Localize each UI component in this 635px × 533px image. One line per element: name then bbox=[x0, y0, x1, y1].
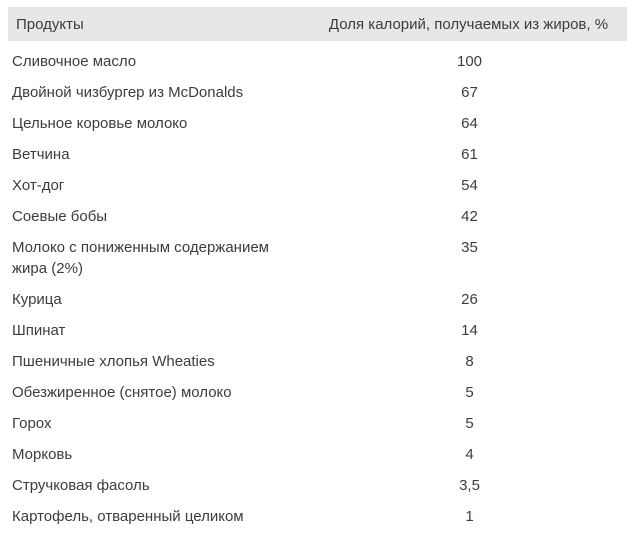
product-name-cell: Стручковая фасоль bbox=[12, 477, 150, 494]
table-row: Ветчина 61 bbox=[8, 139, 627, 170]
fat-share-value-cell: 1 bbox=[465, 508, 474, 525]
product-name-cell: Соевые бобы bbox=[12, 208, 108, 225]
table-row: Двойной чизбургер из McDonalds 67 bbox=[8, 77, 627, 108]
table-row: Шпинат 14 bbox=[8, 315, 627, 346]
table-row: Соевые бобы 42 bbox=[8, 201, 627, 232]
table-row: Стручковая фасоль 3,5 bbox=[8, 470, 627, 501]
fat-share-value-cell: 54 bbox=[461, 177, 478, 194]
table-row: Молоко с пониженным содержанием жира (2%… bbox=[8, 232, 627, 284]
table-row: Сливочное масло 100 bbox=[8, 46, 627, 77]
product-name-cell: Сливочное масло bbox=[12, 53, 137, 70]
table-row: Курица 26 bbox=[8, 284, 627, 315]
fat-share-value-cell: 5 bbox=[465, 415, 474, 432]
product-name-cell: Цельное коровье молоко bbox=[12, 115, 188, 132]
table-row: Морковь 4 bbox=[8, 439, 627, 470]
fat-share-value-cell: 42 bbox=[461, 208, 478, 225]
fat-share-value-cell: 35 bbox=[461, 239, 478, 256]
column-header-products: Продукты bbox=[16, 15, 84, 33]
fat-share-value-cell: 14 bbox=[461, 322, 478, 339]
table-header-row: Продукты Доля калорий, получаемых из жир… bbox=[8, 7, 627, 41]
product-name-cell: Картофель, отваренный целиком bbox=[12, 508, 244, 525]
column-header-fat-share: Доля калорий, получаемых из жиров, % bbox=[328, 15, 609, 33]
product-name-cell: Курица bbox=[12, 291, 62, 308]
product-name-cell: Морковь bbox=[12, 446, 73, 463]
fat-share-value-cell: 61 bbox=[461, 146, 478, 163]
table-row: Цельное коровье молоко 64 bbox=[8, 108, 627, 139]
table-body: Сливочное масло 100 Двойной чизбургер из… bbox=[0, 41, 635, 532]
fat-share-value-cell: 64 bbox=[461, 115, 478, 132]
table-row: Обезжиренное (снятое) молоко 5 bbox=[8, 377, 627, 408]
table-row: Картофель, отваренный целиком 1 bbox=[8, 501, 627, 532]
product-name-cell: Обезжиренное (снятое) молоко bbox=[12, 384, 232, 401]
fat-share-value-cell: 4 bbox=[465, 446, 474, 463]
product-name-cell: Хот-дог bbox=[12, 177, 65, 194]
table-row: Пшеничные хлопья Wheaties 8 bbox=[8, 346, 627, 377]
table-row: Хот-дог 54 bbox=[8, 170, 627, 201]
product-name-cell: Молоко с пониженным содержанием жира (2%… bbox=[12, 239, 269, 277]
fat-share-value-cell: 8 bbox=[465, 353, 474, 370]
product-name-cell: Горох bbox=[12, 415, 52, 432]
fat-share-value-cell: 67 bbox=[461, 84, 478, 101]
fat-share-value-cell: 100 bbox=[456, 53, 483, 70]
product-name-cell: Пшеничные хлопья Wheaties bbox=[12, 353, 215, 370]
product-name-cell: Шпинат bbox=[12, 322, 66, 339]
product-name-cell: Ветчина bbox=[12, 146, 70, 163]
table-row: Горох 5 bbox=[8, 408, 627, 439]
fat-share-value-cell: 5 bbox=[465, 384, 474, 401]
fat-share-value-cell: 3,5 bbox=[459, 477, 480, 494]
fat-calories-table: Продукты Доля калорий, получаемых из жир… bbox=[0, 7, 635, 532]
fat-share-value-cell: 26 bbox=[461, 291, 478, 308]
product-name-cell: Двойной чизбургер из McDonalds bbox=[12, 84, 244, 101]
